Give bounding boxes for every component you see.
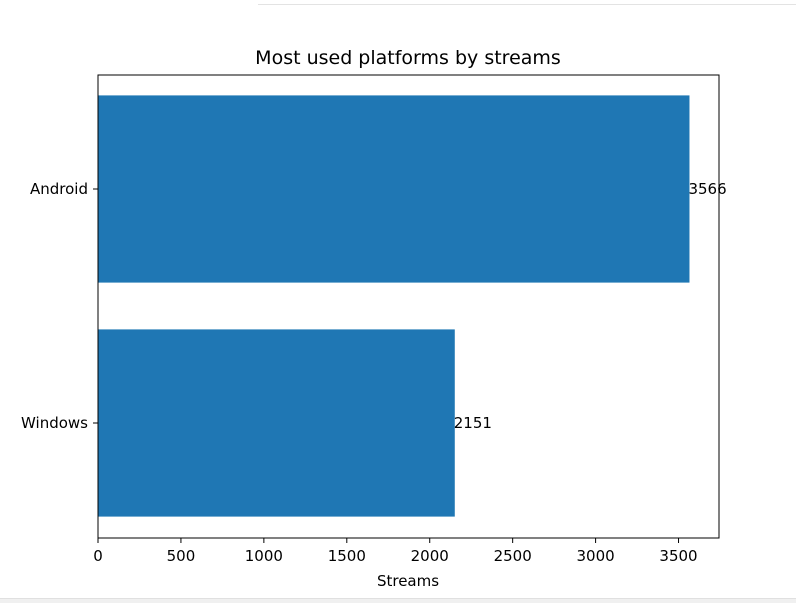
- y-axis: Android Windows: [21, 180, 98, 432]
- x-axis-label: Streams: [377, 572, 439, 590]
- data-label-android: 3566: [688, 180, 726, 198]
- x-tick-label-1500: 1500: [328, 547, 366, 565]
- bar-android: [98, 95, 690, 283]
- x-tick-label-2500: 2500: [494, 547, 532, 565]
- chart-title: Most used platforms by streams: [255, 47, 561, 69]
- x-tick-label-2000: 2000: [411, 547, 449, 565]
- bar-windows: [98, 329, 455, 517]
- x-axis: 0 500 1000 1500 2000 2500 3000 3500: [93, 538, 698, 565]
- x-tick-label-3000: 3000: [577, 547, 615, 565]
- x-tick-label-1000: 1000: [245, 547, 283, 565]
- plot-frame: [97, 74, 720, 539]
- x-tick-label-3500: 3500: [659, 547, 697, 565]
- y-tick-label-windows: Windows: [21, 414, 88, 432]
- data-label-windows: 2151: [454, 414, 492, 432]
- top-divider: [258, 0, 796, 5]
- bars-layer: 3566 2151: [98, 95, 727, 517]
- bottom-divider: [0, 598, 796, 603]
- y-tick-label-android: Android: [30, 180, 88, 198]
- x-tick-label-0: 0: [93, 547, 103, 565]
- x-tick-label-500: 500: [167, 547, 196, 565]
